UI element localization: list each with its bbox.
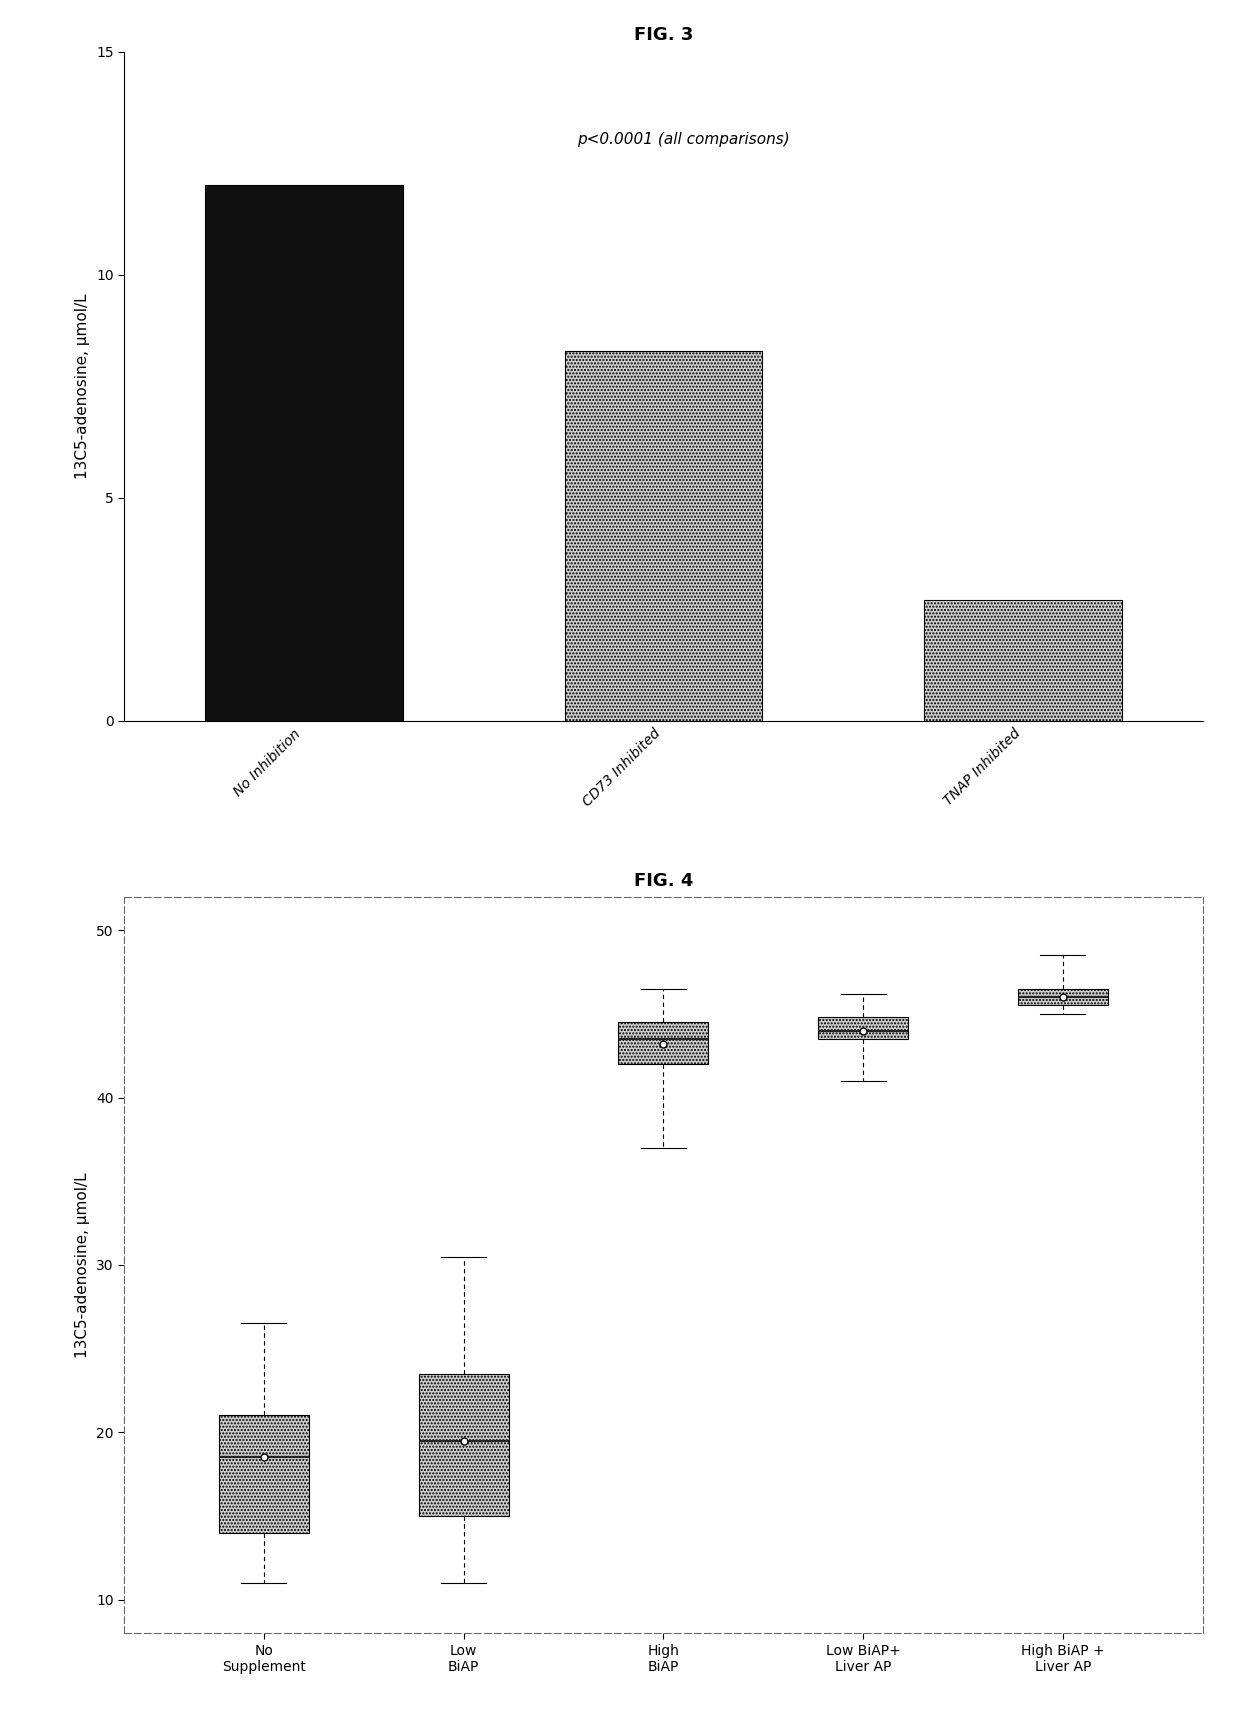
PathPatch shape	[818, 1018, 908, 1038]
Bar	[924, 600, 1122, 720]
Title: FIG. 3: FIG. 3	[634, 26, 693, 45]
PathPatch shape	[219, 1415, 309, 1533]
Y-axis label: 13C5-adenosine, μmol/L: 13C5-adenosine, μmol/L	[76, 294, 91, 480]
PathPatch shape	[1018, 988, 1107, 1006]
Bar	[564, 351, 763, 720]
Bar	[205, 186, 403, 720]
Y-axis label: 13C5-adenosine, μmol/L: 13C5-adenosine, μmol/L	[76, 1172, 91, 1358]
PathPatch shape	[619, 1023, 708, 1064]
PathPatch shape	[419, 1373, 508, 1516]
Title: FIG. 4: FIG. 4	[634, 872, 693, 890]
Text: p<0.0001 (all comparisons): p<0.0001 (all comparisons)	[577, 132, 790, 146]
